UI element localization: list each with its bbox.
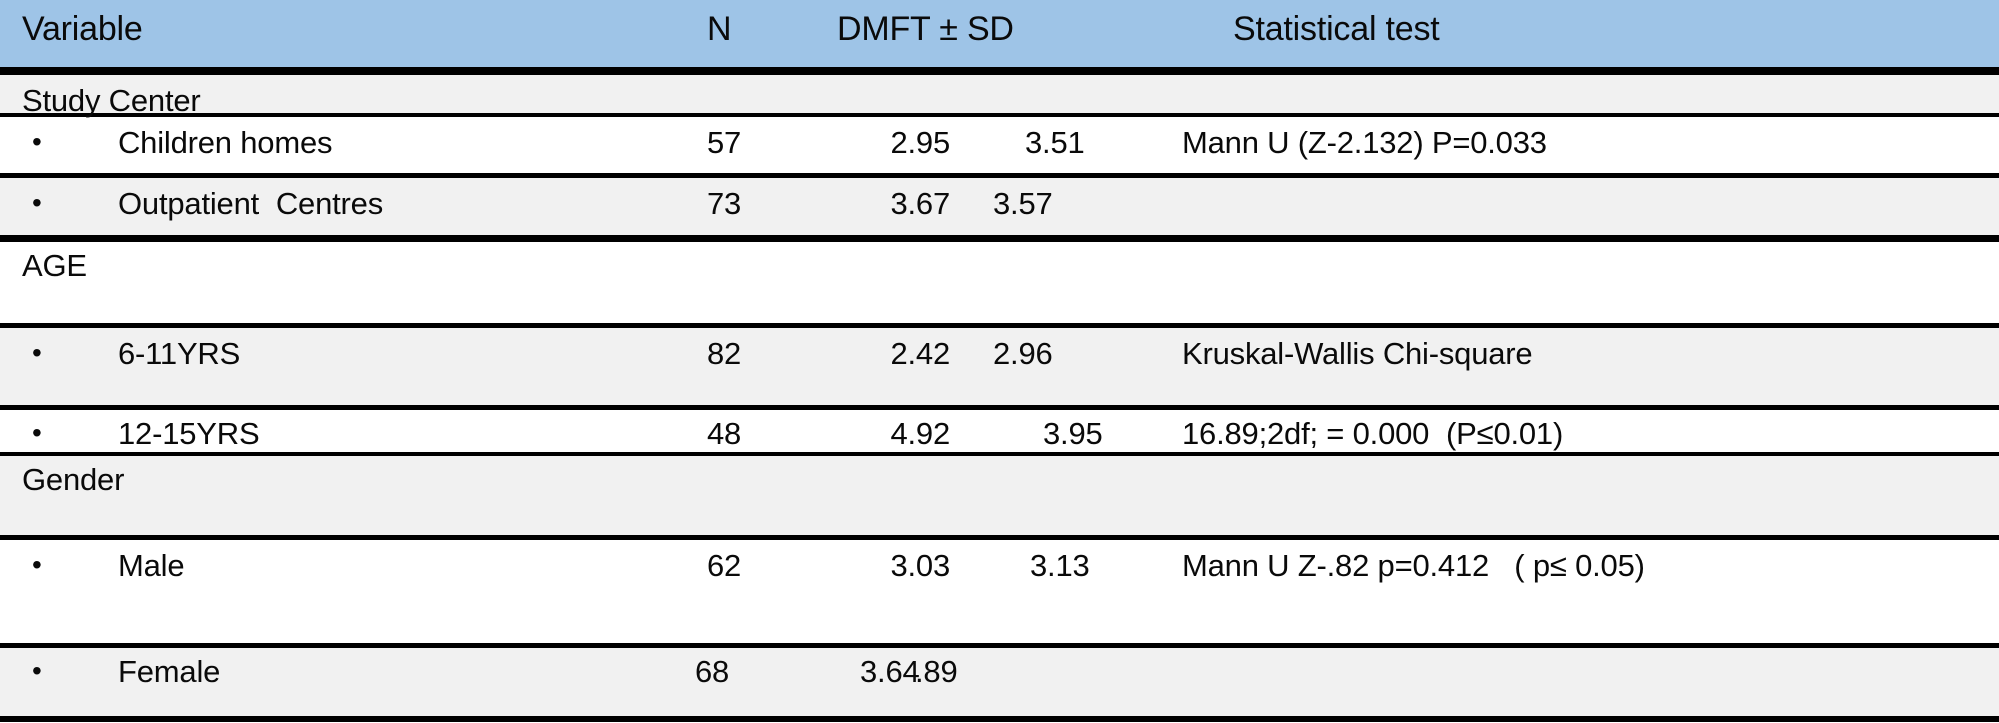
stat-test — [1160, 648, 1999, 656]
dmft-value: 2.95 — [890, 125, 950, 160]
section-label: AGE — [22, 248, 87, 283]
variable-label: Outpatient Centres — [118, 186, 384, 221]
table-row-female: • Female 68 3.64 .89 — [0, 648, 1999, 722]
bullet-icon: • — [32, 417, 42, 448]
variable-label: 12-15YRS — [118, 416, 260, 451]
section-label: Gender — [22, 462, 125, 497]
sd-value: 3.57 — [993, 186, 1053, 221]
dmft-value: 3.67 — [890, 186, 950, 221]
table-row-outpatient-centres: • Outpatient Centres 73 3.67 3.57 — [0, 178, 1999, 242]
stat-test: Mann U (Z-2.132) P=0.033 — [1182, 125, 1547, 160]
n-value: 68 — [695, 654, 730, 689]
dmft-value: 2.42 — [890, 336, 950, 371]
column-header-variable: Variable — [22, 10, 143, 48]
bullet-icon: • — [32, 337, 42, 368]
section-label: Study Center — [22, 83, 201, 118]
n-value: 57 — [707, 125, 742, 160]
table-row-6-11yrs: • 6-11YRS 82 2.42 2.96 Kruskal-Wallis Ch… — [0, 328, 1999, 410]
dmft-value: 3.64 — [860, 654, 920, 689]
stat-test: Kruskal-Wallis Chi-square — [1182, 336, 1533, 371]
n-value: 62 — [707, 548, 742, 583]
table-row-12-15yrs: • 12-15YRS 48 4.92 3.95 16.89;2df; = 0.0… — [0, 410, 1999, 456]
bullet-icon: • — [32, 126, 42, 157]
stat-test: Mann U Z-.82 p=0.412 ( p≤ 0.05) — [1182, 548, 1645, 583]
n-value: 48 — [707, 416, 742, 451]
section-row-age: AGE — [0, 242, 1999, 328]
dmft-value: 3.03 — [890, 548, 950, 583]
variable-label: Children homes — [118, 125, 333, 160]
section-row-gender: Gender — [0, 456, 1999, 540]
table-row-male: • Male 62 3.03 3.13 Mann U Z-.82 p=0.412… — [0, 540, 1999, 648]
column-header-statistical-test: Statistical test — [1233, 10, 1440, 48]
n-value: 82 — [707, 336, 742, 371]
table-row-children-homes: • Children homes 57 2.95 3.51 Mann U (Z-… — [0, 117, 1999, 178]
bullet-icon: • — [32, 655, 42, 686]
column-header-n: N — [707, 10, 732, 48]
column-header-dmft-sd: DMFT ± SD — [837, 10, 1014, 48]
variable-label: 6-11YRS — [118, 336, 241, 371]
sd-value: 3.13 — [1030, 548, 1090, 583]
table-header-row: Variable N DMFT ± SD Statistical test — [0, 0, 1999, 75]
sd-value: 3.51 — [1025, 125, 1085, 160]
sd-value: .89 — [915, 654, 958, 689]
variable-label: Female — [118, 654, 221, 689]
sd-value: 2.96 — [993, 336, 1053, 371]
sd-value: 3.95 — [1043, 416, 1103, 451]
variable-label: Male — [118, 548, 185, 583]
section-row-study-center: Study Center — [0, 75, 1999, 117]
bullet-icon: • — [32, 187, 42, 218]
stat-test — [1160, 178, 1999, 188]
dmft-value: 4.92 — [890, 416, 950, 451]
n-value: 73 — [707, 186, 742, 221]
bullet-icon: • — [32, 549, 42, 580]
stat-test: 16.89;2df; = 0.000 (P≤0.01) — [1182, 416, 1564, 451]
